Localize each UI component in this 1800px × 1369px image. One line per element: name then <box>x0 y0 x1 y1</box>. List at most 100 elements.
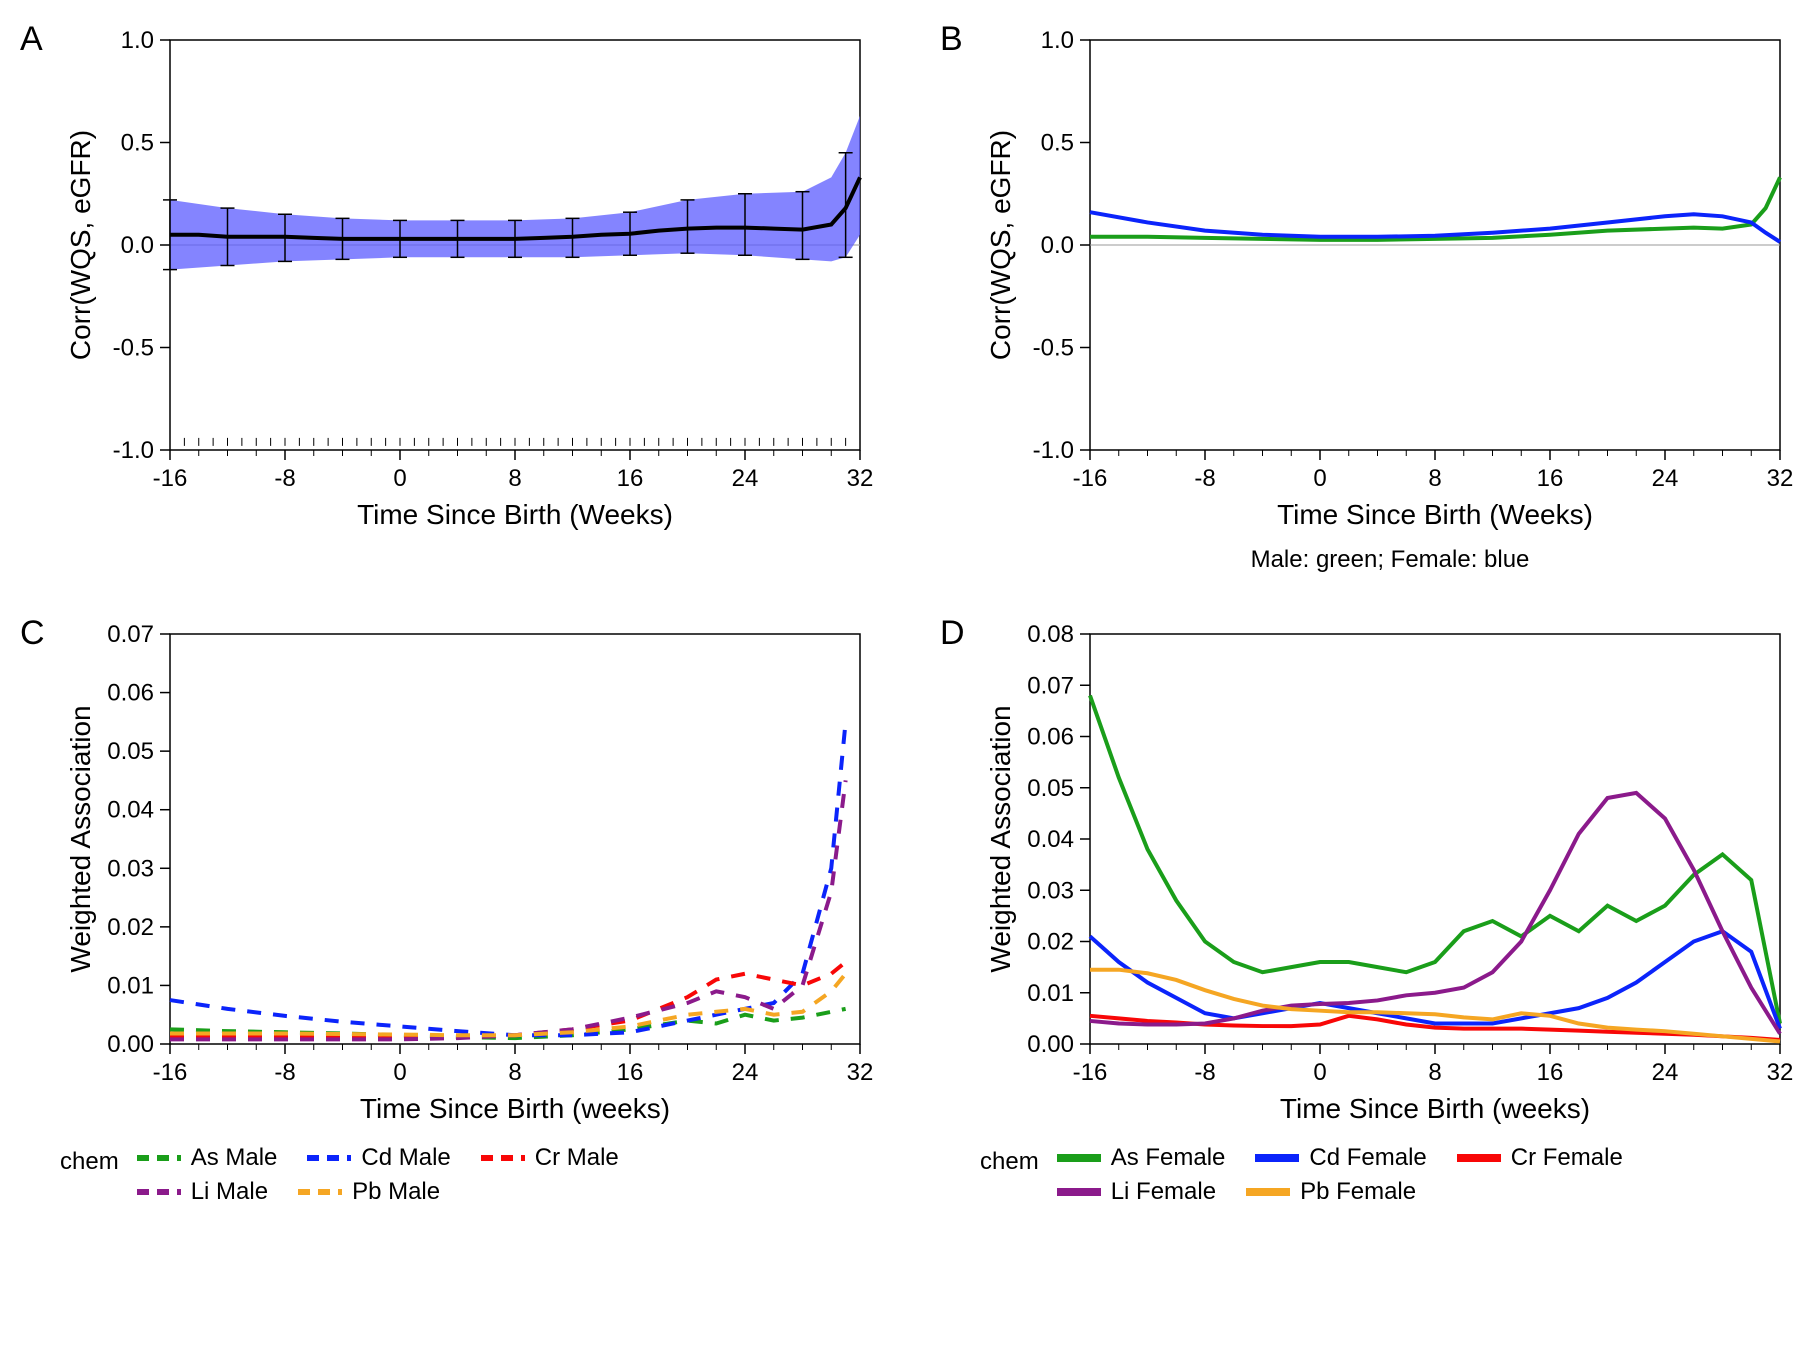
panel-a: A -16 -8 0 8 16 24 32 -1.0 -0.5 0.0 0.5 1.0 Time Sin… <box>20 20 880 574</box>
svg-text:Corr(WQS, eGFR): Corr(WQS, eGFR) <box>985 130 1016 360</box>
svg-text:0.06: 0.06 <box>107 680 154 707</box>
svg-text:-8: -8 <box>274 1059 295 1086</box>
svg-text:16: 16 <box>617 1059 644 1086</box>
svg-text:0.0: 0.0 <box>1041 232 1074 259</box>
panel-c: C -16 -8 0 8 16 24 32 0.00 0.01 0.02 0.03 0.04 0.05 0… <box>20 614 880 1206</box>
svg-text:-0.5: -0.5 <box>113 335 154 362</box>
svg-text:0: 0 <box>393 1059 406 1086</box>
svg-text:-0.5: -0.5 <box>1033 335 1074 362</box>
svg-text:32: 32 <box>847 1059 874 1086</box>
legend-label: Li Male <box>191 1178 268 1206</box>
panel-b-caption: Male: green; Female: blue <box>980 546 1800 574</box>
legend-item: Li Male <box>137 1178 268 1206</box>
panel-b: B -16-808162432-1.0-0.50.00.51.0Time Sin… <box>940 20 1800 574</box>
legend-item: Cd Female <box>1255 1144 1426 1172</box>
legend-item: Cd Male <box>307 1144 450 1172</box>
svg-text:0.07: 0.07 <box>107 621 154 648</box>
svg-text:0.07: 0.07 <box>1027 672 1074 699</box>
legend-item: Cr Male <box>481 1144 619 1172</box>
svg-text:32: 32 <box>1767 1059 1794 1086</box>
svg-text:-16: -16 <box>1073 465 1108 492</box>
svg-text:0.5: 0.5 <box>1041 130 1074 157</box>
svg-text:-1.0: -1.0 <box>113 437 154 464</box>
legend-item: Cr Female <box>1457 1144 1623 1172</box>
svg-text:24: 24 <box>1652 1059 1679 1086</box>
figure-grid: A -16 -8 0 8 16 24 32 -1.0 -0.5 0.0 0.5 1.0 Time Sin… <box>20 20 1780 1206</box>
panel-d: D -16 -8 0 8 16 24 32 0.00 0.01 0.02 0.03 0.04 0.05 0… <box>940 614 1800 1206</box>
panel-d-legend: chem As Female Cd Female Cr Female Li Femal… <box>980 1144 1800 1206</box>
panel-b-chart: -16-808162432-1.0-0.50.00.51.0Time Since… <box>980 20 1800 540</box>
svg-text:0.05: 0.05 <box>107 738 154 765</box>
svg-text:-8: -8 <box>274 465 295 492</box>
svg-text:0.02: 0.02 <box>107 914 154 941</box>
svg-text:24: 24 <box>732 1059 759 1086</box>
legend-item: Li Female <box>1057 1178 1216 1206</box>
legend-label: Cr Male <box>535 1144 619 1172</box>
svg-text:0.0: 0.0 <box>121 232 154 259</box>
svg-text:0.08: 0.08 <box>1027 621 1074 648</box>
svg-text:Time Since Birth (Weeks): Time Since Birth (Weeks) <box>357 499 673 530</box>
svg-text:0.03: 0.03 <box>1027 877 1074 904</box>
legend-label: Pb Male <box>352 1178 440 1206</box>
legend-label: Li Female <box>1111 1178 1216 1206</box>
legend-title: chem <box>60 1144 119 1176</box>
svg-text:-8: -8 <box>1194 465 1215 492</box>
legend-item: As Male <box>137 1144 278 1172</box>
svg-text:0: 0 <box>1313 465 1326 492</box>
legend-item: As Female <box>1057 1144 1226 1172</box>
svg-text:0.05: 0.05 <box>1027 775 1074 802</box>
svg-text:1.0: 1.0 <box>1041 27 1074 54</box>
svg-text:8: 8 <box>508 1059 521 1086</box>
svg-text:0.02: 0.02 <box>1027 929 1074 956</box>
panel-d-chart: -16 -8 0 8 16 24 32 0.00 0.01 0.02 0.03 0.04 0.05 0.0… <box>980 614 1800 1134</box>
svg-text:8: 8 <box>1428 1059 1441 1086</box>
svg-text:16: 16 <box>1537 1059 1564 1086</box>
panel-b-label: B <box>940 20 963 59</box>
svg-text:24: 24 <box>1652 465 1679 492</box>
svg-text:Time Since Birth (weeks): Time Since Birth (weeks) <box>360 1093 670 1124</box>
svg-text:-16: -16 <box>153 465 188 492</box>
svg-text:0.04: 0.04 <box>107 797 154 824</box>
svg-text:0: 0 <box>1313 1059 1326 1086</box>
svg-text:32: 32 <box>1767 465 1794 492</box>
svg-text:8: 8 <box>508 465 521 492</box>
svg-text:Weighted Association: Weighted Association <box>985 705 1016 972</box>
panel-c-legend: chem As Male Cd Male Cr Male Li Male Pb Male <box>60 1144 880 1206</box>
panel-a-chart: -16 -8 0 8 16 24 32 -1.0 -0.5 0.0 0.5 1.0 Time Since… <box>60 20 880 540</box>
svg-text:-16: -16 <box>153 1059 188 1086</box>
svg-text:0.04: 0.04 <box>1027 826 1074 853</box>
svg-text:0: 0 <box>393 465 406 492</box>
legend-label: Cd Female <box>1309 1144 1426 1172</box>
legend-label: Cr Female <box>1511 1144 1623 1172</box>
legend-label: Pb Female <box>1300 1178 1416 1206</box>
svg-text:-16: -16 <box>1073 1059 1108 1086</box>
svg-text:Time Since Birth (Weeks): Time Since Birth (Weeks) <box>1277 499 1593 530</box>
legend-label: Cd Male <box>361 1144 450 1172</box>
svg-text:8: 8 <box>1428 465 1441 492</box>
svg-text:0.5: 0.5 <box>121 130 154 157</box>
svg-text:-8: -8 <box>1194 1059 1215 1086</box>
svg-text:Time Since Birth (weeks): Time Since Birth (weeks) <box>1280 1093 1590 1124</box>
svg-text:32: 32 <box>847 465 874 492</box>
legend-item: Pb Female <box>1246 1178 1416 1206</box>
svg-text:-1.0: -1.0 <box>1033 437 1074 464</box>
svg-text:0.01: 0.01 <box>1027 980 1074 1007</box>
panel-d-label: D <box>940 614 965 653</box>
panel-a-label: A <box>20 20 43 59</box>
svg-text:0.06: 0.06 <box>1027 724 1074 751</box>
svg-text:24: 24 <box>732 465 759 492</box>
svg-text:Weighted Association: Weighted Association <box>65 705 96 972</box>
legend-label: As Female <box>1111 1144 1226 1172</box>
svg-text:Corr(WQS, eGFR): Corr(WQS, eGFR) <box>65 130 96 360</box>
legend-item: Pb Male <box>298 1178 440 1206</box>
svg-text:1.0: 1.0 <box>121 27 154 54</box>
svg-text:0.01: 0.01 <box>107 972 154 999</box>
legend-title: chem <box>980 1144 1039 1176</box>
svg-text:0.00: 0.00 <box>107 1031 154 1058</box>
svg-text:0.00: 0.00 <box>1027 1031 1074 1058</box>
legend-label: As Male <box>191 1144 278 1172</box>
svg-text:16: 16 <box>617 465 644 492</box>
svg-text:0.03: 0.03 <box>107 855 154 882</box>
panel-c-chart: -16 -8 0 8 16 24 32 0.00 0.01 0.02 0.03 0.04 0.05 0.0… <box>60 614 880 1134</box>
panel-c-label: C <box>20 614 45 653</box>
